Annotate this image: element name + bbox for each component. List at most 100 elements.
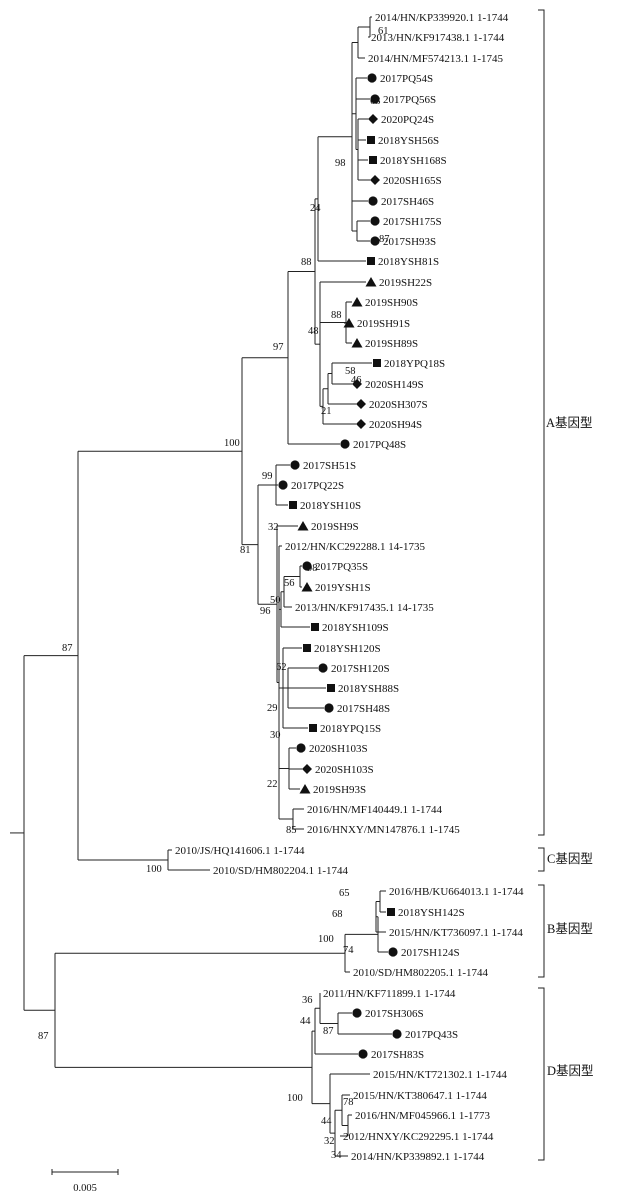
leaf-label: 2020PQ24S xyxy=(381,114,434,126)
bootstrap-value: 68 xyxy=(332,909,343,920)
leaf-label: 2015/HN/KT721302.1 1-1744 xyxy=(373,1069,507,1081)
leaf-label: 2020SH165S xyxy=(383,175,442,187)
circle-marker-icon xyxy=(392,1029,402,1039)
triangle-marker-icon xyxy=(365,277,377,287)
leaf-label: 2017SH93S xyxy=(383,236,436,248)
leaf-label: 2017PQ56S xyxy=(383,94,436,106)
circle-marker-icon xyxy=(370,94,380,104)
triangle-marker-icon xyxy=(297,521,309,531)
leaf-label: 2017PQ22S xyxy=(291,480,344,492)
leaf-label: 2018YSH168S xyxy=(380,155,447,167)
leaf-label: 2018YPQ15S xyxy=(320,723,381,735)
leaf-label: 2015/HN/KT380647.1 1-1744 xyxy=(353,1090,487,1102)
leaf-label: 2019SH90S xyxy=(365,297,418,309)
triangle-marker-icon xyxy=(351,338,363,348)
sample-markers xyxy=(278,73,402,1059)
bootstrap-value: 50 xyxy=(270,595,281,606)
bootstrap-value: 24 xyxy=(310,203,321,214)
leaf-label: 2016/HNXY/MN147876.1 1-1745 xyxy=(307,824,460,836)
bootstrap-value: 100 xyxy=(224,438,240,449)
bootstrap-value: 87 xyxy=(62,643,73,654)
bootstrap-value: 81 xyxy=(240,545,251,556)
genotype-c-label: C基因型 xyxy=(547,852,593,866)
leaf-label: 2019SH22S xyxy=(379,277,432,289)
scale-bar: 0.005 xyxy=(51,1169,119,1194)
leaf-label: 2019SH91S xyxy=(357,318,410,330)
leaf-label: 2010/SD/HM802204.1 1-1744 xyxy=(213,865,349,877)
leaf-label: 2020SH94S xyxy=(369,419,422,431)
circle-marker-icon xyxy=(340,439,350,449)
circle-marker-icon xyxy=(324,703,334,713)
leaf-label: 2017SH175S xyxy=(383,216,442,228)
bootstrap-value: 97 xyxy=(273,342,284,353)
leaf-label: 2017PQ35S xyxy=(315,561,368,573)
bootstrap-value: 87 xyxy=(323,1026,334,1037)
circle-marker-icon xyxy=(370,236,380,246)
triangle-marker-icon xyxy=(301,582,313,592)
bootstrap-value: 78 xyxy=(343,1097,354,1108)
bootstrap-value: 85 xyxy=(286,825,297,836)
leaf-label: 2013/HN/KF917438.1 1-1744 xyxy=(371,32,505,44)
bootstrap-value: 99 xyxy=(262,471,273,482)
leaf-label: 2020SH103S xyxy=(315,764,374,776)
genotype-labels: A基因型 C基因型 B基因型 D基因型 xyxy=(546,416,594,1078)
leaf-label: 2014/HN/KP339920.1 1-1744 xyxy=(375,12,509,24)
leaf-label: 2018YPQ18S xyxy=(384,358,445,370)
bootstrap-value: 21 xyxy=(321,406,332,417)
genotype-d-label: D基因型 xyxy=(547,1064,594,1078)
diamond-marker-icon xyxy=(302,764,312,774)
diamond-marker-icon xyxy=(356,399,366,409)
genotype-b-label: B基因型 xyxy=(547,922,593,936)
circle-marker-icon xyxy=(296,743,306,753)
square-marker-icon xyxy=(311,623,319,631)
leaf-label: 2014/HN/MF574213.1 1-1745 xyxy=(368,53,504,65)
square-marker-icon xyxy=(327,684,335,692)
square-marker-icon xyxy=(303,644,311,652)
leaf-label: 2017SH46S xyxy=(381,196,434,208)
bootstrap-value: 48 xyxy=(308,326,319,337)
triangle-marker-icon xyxy=(351,297,363,307)
leaf-label: 2019SH9S xyxy=(311,521,359,533)
leaf-label: 2012/HNXY/KC292295.1 1-1744 xyxy=(343,1131,494,1143)
leaf-label: 2019SH93S xyxy=(313,784,366,796)
leaf-label: 2018YSH88S xyxy=(338,683,399,695)
tree-branches xyxy=(10,16,392,1157)
bootstrap-value: 98 xyxy=(307,563,318,574)
circle-marker-icon xyxy=(352,1008,362,1018)
leaf-label: 2017PQ48S xyxy=(353,439,406,451)
leaf-label: 2019SH89S xyxy=(365,338,418,350)
bootstrap-value: 44 xyxy=(321,1116,332,1127)
circle-marker-icon xyxy=(358,1049,368,1059)
bootstrap-value: 87 xyxy=(38,1031,49,1042)
bootstrap-value: 98 xyxy=(335,158,346,169)
bootstrap-value: 34 xyxy=(331,1150,342,1161)
leaf-labels: 2014/HN/KP339920.1 1-1744 2013/HN/KF91743… xyxy=(175,12,524,1163)
leaf-label: 2016/HB/KU664013.1 1-1744 xyxy=(389,886,524,898)
square-marker-icon xyxy=(373,359,381,367)
bootstrap-value: 88 xyxy=(331,310,342,321)
diamond-marker-icon xyxy=(352,379,362,389)
circle-marker-icon xyxy=(367,73,377,83)
bootstrap-value: 74 xyxy=(343,945,354,956)
genotype-brackets xyxy=(538,9,545,1161)
genotype-a-label: A基因型 xyxy=(546,416,593,430)
bootstrap-value: 46 xyxy=(351,375,362,386)
leaf-label: 2020SH103S xyxy=(309,743,368,755)
leaf-label: 2018YSH10S xyxy=(300,500,361,512)
circle-marker-icon xyxy=(302,561,312,571)
circle-marker-icon xyxy=(368,196,378,206)
leaf-label: 2018YSH109S xyxy=(322,622,389,634)
leaf-label: 2010/JS/HQ141606.1 1-1744 xyxy=(175,845,305,857)
bootstrap-value: 44 xyxy=(300,1016,311,1027)
circle-marker-icon xyxy=(318,663,328,673)
leaf-label: 2018YSH120S xyxy=(314,643,381,655)
bootstrap-value: 100 xyxy=(318,934,334,945)
leaf-label: 2017SH51S xyxy=(303,460,356,472)
leaf-label: 2017PQ54S xyxy=(380,73,433,85)
leaf-label: 2013/HN/KF917435.1 14-1735 xyxy=(295,602,434,614)
leaf-label: 2020SH149S xyxy=(365,379,424,391)
bootstrap-value: 62 xyxy=(276,662,287,673)
square-marker-icon xyxy=(369,156,377,164)
diamond-marker-icon xyxy=(356,419,366,429)
leaf-label: 2019YSH1S xyxy=(315,582,371,594)
